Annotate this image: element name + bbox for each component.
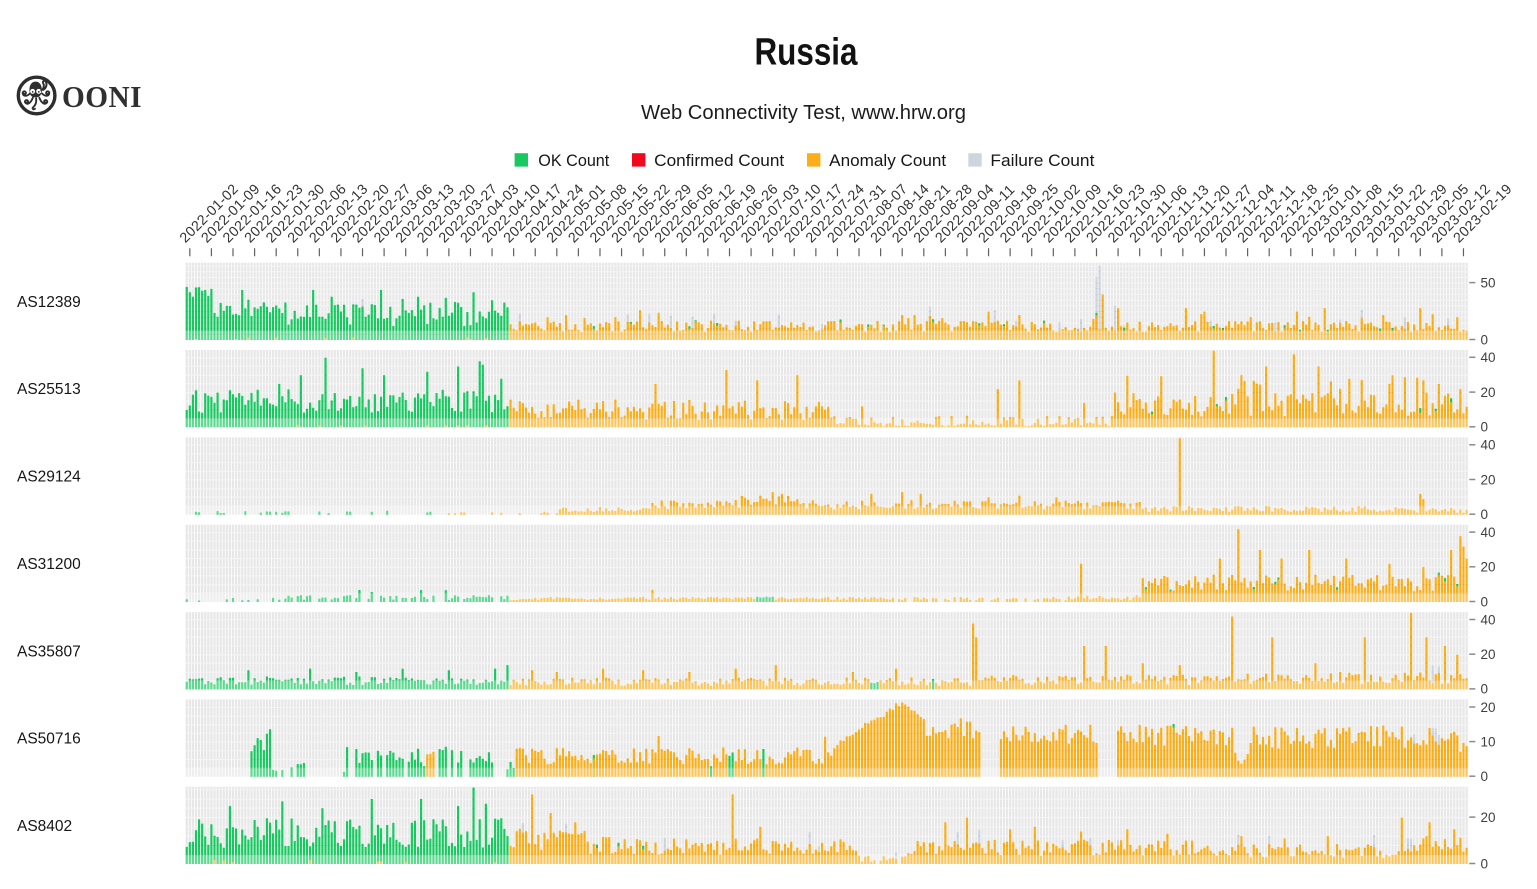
svg-text:0: 0 (1481, 420, 1489, 435)
svg-text:10: 10 (1481, 734, 1496, 749)
svg-text:AS29124: AS29124 (17, 469, 81, 486)
svg-text:AS8402: AS8402 (17, 818, 72, 835)
svg-text:OONI: OONI (62, 79, 142, 114)
svg-text:20: 20 (1481, 647, 1496, 662)
svg-text:0: 0 (1481, 856, 1489, 871)
svg-text:0: 0 (1481, 507, 1489, 522)
svg-text:20: 20 (1481, 700, 1496, 715)
svg-text:Confirmed Count: Confirmed Count (654, 151, 784, 170)
svg-text:40: 40 (1481, 350, 1496, 365)
svg-text:0: 0 (1481, 682, 1489, 697)
svg-text:20: 20 (1481, 810, 1496, 825)
svg-text:OK Count: OK Count (538, 151, 609, 170)
svg-text:40: 40 (1481, 438, 1496, 453)
svg-text:AS25513: AS25513 (17, 381, 81, 398)
svg-text:Web Connectivity Test, www.hrw: Web Connectivity Test, www.hrw.org (641, 102, 966, 124)
svg-text:Russia: Russia (755, 32, 859, 74)
svg-text:20: 20 (1481, 560, 1496, 575)
svg-text:0: 0 (1481, 594, 1489, 609)
svg-text:AS50716: AS50716 (17, 731, 81, 748)
svg-text:AS31200: AS31200 (17, 556, 81, 573)
svg-text:Anomaly Count: Anomaly Count (829, 151, 946, 170)
svg-text:0: 0 (1481, 769, 1489, 784)
svg-text:20: 20 (1481, 472, 1496, 487)
svg-text:0: 0 (1481, 332, 1489, 347)
svg-text:40: 40 (1481, 525, 1496, 540)
svg-text:40: 40 (1481, 612, 1496, 627)
svg-text:AS12389: AS12389 (17, 294, 81, 311)
svg-text:50: 50 (1481, 275, 1496, 290)
svg-text:Failure Count: Failure Count (990, 151, 1094, 170)
svg-text:20: 20 (1481, 385, 1496, 400)
svg-text:AS35807: AS35807 (17, 643, 81, 660)
